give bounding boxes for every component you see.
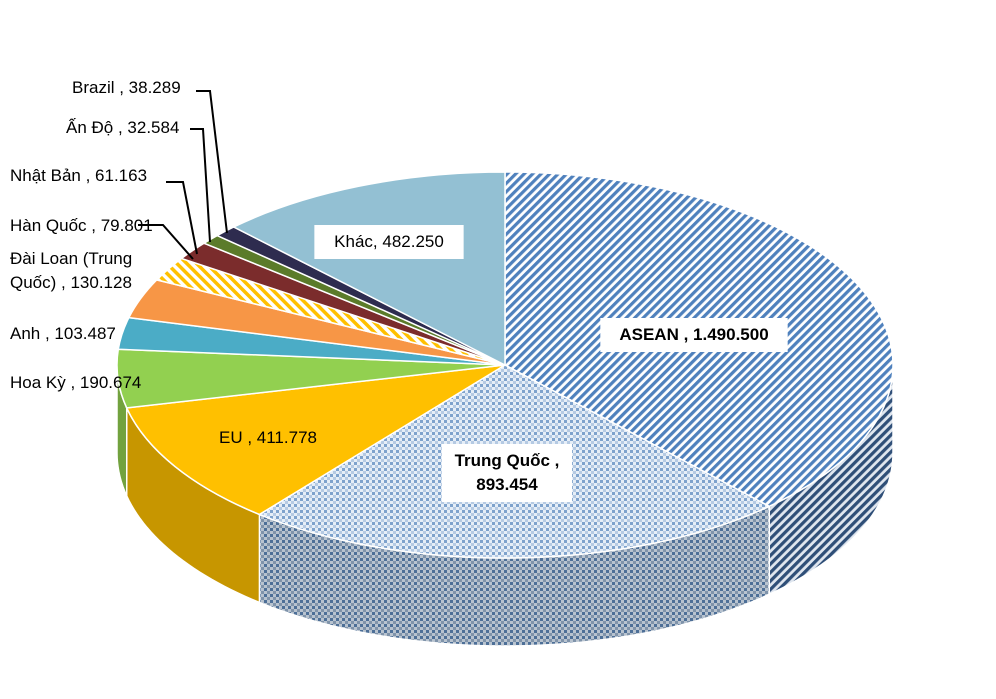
leader-line-han-quoc (138, 224, 194, 260)
slice-khac (232, 171, 506, 367)
data-label-asean: ASEAN , 1.490.500 (600, 318, 788, 352)
leader-line-brazil (196, 90, 228, 234)
data-label-text-trung-quoc: 893.454 (476, 475, 538, 494)
leader-line-an-do (190, 128, 211, 243)
data-label-anh: Anh , 103.487 (10, 324, 116, 343)
data-label-text-brazil: Brazil , 38.289 (72, 78, 181, 97)
data-label-trung-quoc: Trung Quốc , 893.454 (441, 444, 573, 502)
data-label-text-an-do: Ấn Độ , 32.584 (66, 118, 179, 137)
data-label-box-trung-quoc (441, 444, 573, 502)
data-label-box-khac (314, 225, 464, 259)
data-label-nhat-ban: Nhật Bản , 61.163 (10, 166, 147, 185)
data-label-text-dai-loan-trung-quoc: Đài Loan (Trung (10, 249, 132, 268)
data-label-dai-loan-trung-quoc: Đài Loan (Trung Quốc) , 130.128 (10, 249, 132, 292)
slice-eu (125, 364, 506, 516)
data-label-han-quoc: Hàn Quốc , 79.801 (10, 216, 153, 235)
data-label-brazil: Brazil , 38.289 (72, 78, 181, 97)
data-label-text-eu: EU , 411.778 (219, 428, 317, 447)
data-label-text-khac: Khác, 482.250 (334, 232, 444, 251)
data-label-text-anh: Anh , 103.487 (10, 324, 116, 343)
data-label-text-asean: ASEAN , 1.490.500 (619, 325, 768, 344)
data-label-khac: Khác, 482.250 (314, 225, 464, 259)
data-label-text-han-quoc: Hàn Quốc , 79.801 (10, 216, 153, 235)
data-label-an-do: Ấn Độ , 32.584 (66, 118, 179, 137)
leader-line-nhat-ban (166, 181, 198, 255)
data-label-eu: EU , 411.778 (219, 428, 317, 447)
data-label-text-nhat-ban: Nhật Bản , 61.163 (10, 166, 147, 185)
data-label-text-trung-quoc: Trung Quốc , (455, 451, 560, 470)
data-label-box-asean (600, 318, 788, 352)
data-label-text-hoa-ky: Hoa Kỳ , 190.674 (10, 373, 141, 392)
data-label-text-dai-loan-trung-quoc: Quốc) , 130.128 (10, 273, 132, 292)
data-label-hoa-ky: Hoa Kỳ , 190.674 (10, 373, 141, 392)
